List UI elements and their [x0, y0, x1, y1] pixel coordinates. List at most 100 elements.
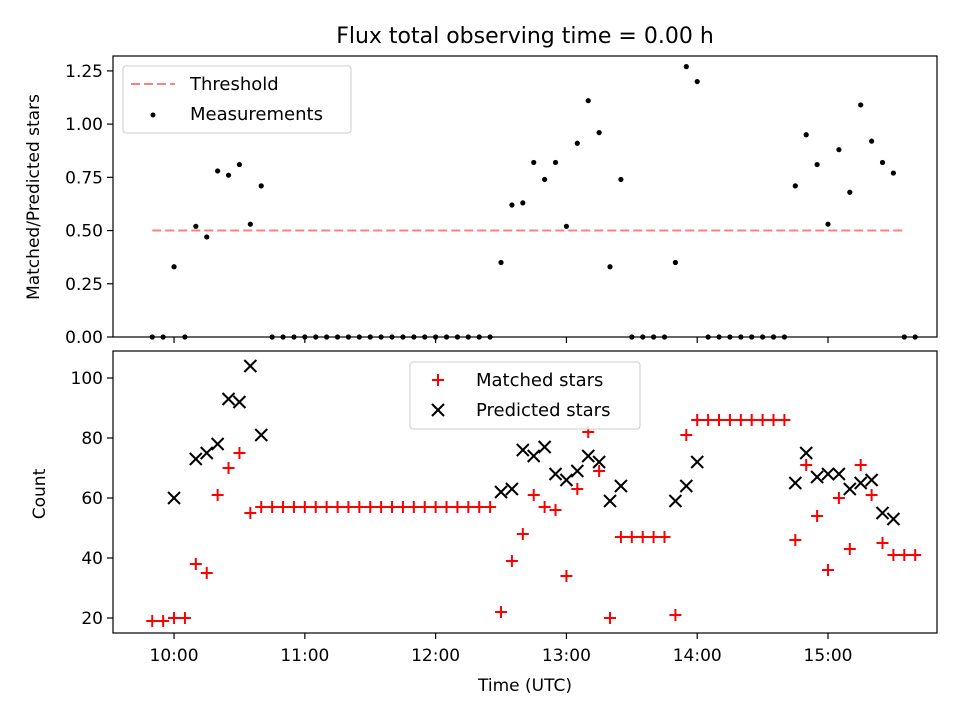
top-y-axis-label: Matched/Predicted stars: [24, 94, 44, 300]
bottom-x-tick-label: 12:00: [411, 646, 460, 666]
bottom-y-tick-label: 80: [81, 429, 103, 449]
measurement-point: [258, 183, 264, 189]
predicted-star-point-b: [559, 473, 574, 487]
matched-star-point: [604, 612, 617, 624]
measurement-point: [509, 202, 515, 208]
matched-star-point: [767, 414, 780, 426]
matched-star-point: [516, 528, 529, 540]
bottom-legend: Matched stars Predicted stars: [409, 361, 641, 430]
predicted-star-point: [167, 491, 181, 505]
bottom-plot-area: [146, 359, 922, 627]
predicted-star-point: [527, 449, 541, 463]
matched-star-point: [832, 492, 845, 504]
predicted-star-point-b: [832, 467, 846, 481]
matched-star-point: [484, 501, 497, 513]
matched-star-point: [331, 501, 344, 513]
bottom-x-tick-label: 15:00: [804, 646, 853, 666]
measurement-point: [869, 138, 875, 144]
predicted-star-point: [853, 476, 868, 490]
predicted-star-point: [243, 359, 258, 373]
measurement-point: [814, 161, 820, 168]
measurement-point: [672, 259, 679, 266]
matched-star-point: [625, 531, 638, 543]
top-x-ticks: [173, 337, 829, 343]
matched-star-point: [189, 558, 202, 570]
matched-star-point: [734, 414, 747, 426]
matched-star-point: [375, 501, 388, 513]
matched-star-point: [887, 549, 900, 561]
matched-star-point: [342, 501, 355, 513]
predicted-star-point: [592, 455, 606, 469]
matched-star-point: [353, 501, 366, 513]
top-axes-frame: [112, 55, 938, 338]
bottom-y-axis-label: Count: [30, 468, 50, 519]
measurement-point: [596, 130, 602, 136]
bottom-x-tick-label: 14:00: [673, 646, 722, 666]
predicted-star-point: [875, 506, 890, 520]
top-y-tick-label: 0.50: [65, 222, 103, 242]
predicted-star-point-b: [592, 455, 606, 469]
predicted-star-point: [810, 470, 824, 484]
matched-star-point: [691, 414, 704, 426]
matched-star-point: [560, 570, 573, 582]
predicted-star-point-b: [527, 449, 541, 463]
matched-star-point: [505, 555, 518, 567]
measurement-point: [607, 264, 613, 270]
top-y-ticks: 0.00 0.25 0.50 0.75 1.00 1.25: [65, 62, 113, 348]
predicted-star-point-b: [614, 479, 628, 493]
matched-star-point: [789, 534, 802, 546]
predicted-star-point-b: [581, 449, 595, 463]
predicted-star-point-b: [516, 443, 530, 457]
matched-star-point: [636, 531, 649, 543]
predicted-star-point: [690, 455, 704, 469]
matched-star-point: [309, 501, 322, 513]
measurement-point: [520, 200, 526, 206]
matched-star-point: [233, 447, 246, 459]
predicted-star-point: [864, 473, 879, 487]
measurement-point: [552, 159, 559, 166]
predicted-star-point-b: [167, 491, 181, 505]
matched-star-point: [822, 564, 835, 576]
matched-star-point: [658, 531, 671, 543]
predicted-star-point: [832, 467, 846, 481]
matched-star-point: [298, 501, 311, 513]
matched-star-point: [495, 606, 508, 618]
matched-star-point: [723, 414, 736, 426]
predicted-star-point-b: [843, 482, 857, 496]
matched-star-point: [222, 462, 235, 474]
predicted-star-point-b: [668, 494, 683, 508]
matched-star-point: [364, 501, 377, 513]
matched-star-point: [647, 531, 660, 543]
matched-star-point: [440, 501, 453, 513]
matched-star-point: [255, 501, 268, 513]
bottom-panel: 20 40 60 80 100 10:00 11:00 12:00 13:00 14:00 15:…: [30, 350, 938, 696]
predicted-star-point-b: [548, 467, 563, 481]
measurement-point: [879, 159, 886, 166]
predicted-star-point: [581, 449, 595, 463]
chart-title: Flux total observing time = 0.00 h: [336, 24, 714, 49]
measurement-point: [683, 64, 689, 70]
predicted-star-point: [886, 512, 901, 526]
matched-star-point: [244, 507, 257, 519]
x-axis-label: Time (UTC): [477, 676, 572, 696]
legend-label-measurements: Measurements: [190, 104, 323, 125]
matched-star-point: [549, 504, 562, 516]
predicted-star-point: [843, 482, 857, 496]
predicted-star-point: [221, 392, 236, 406]
measurement-point: [890, 170, 897, 176]
matched-star-point: [713, 414, 726, 426]
matched-star-point: [756, 414, 769, 426]
predicted-star-point-b: [799, 446, 813, 460]
matched-star-point: [843, 543, 856, 555]
predicted-star-point: [679, 479, 694, 493]
predicted-star-point-b: [788, 476, 803, 490]
measurement-point: [531, 159, 537, 166]
predicted-star-point: [799, 446, 813, 460]
predicted-star-point-b: [570, 464, 585, 478]
measurement-point: [236, 161, 243, 168]
matched-star-point: [386, 501, 399, 513]
matched-star-point: [571, 483, 584, 495]
predicted-star-point: [200, 446, 214, 460]
predicted-star-point: [505, 482, 519, 496]
